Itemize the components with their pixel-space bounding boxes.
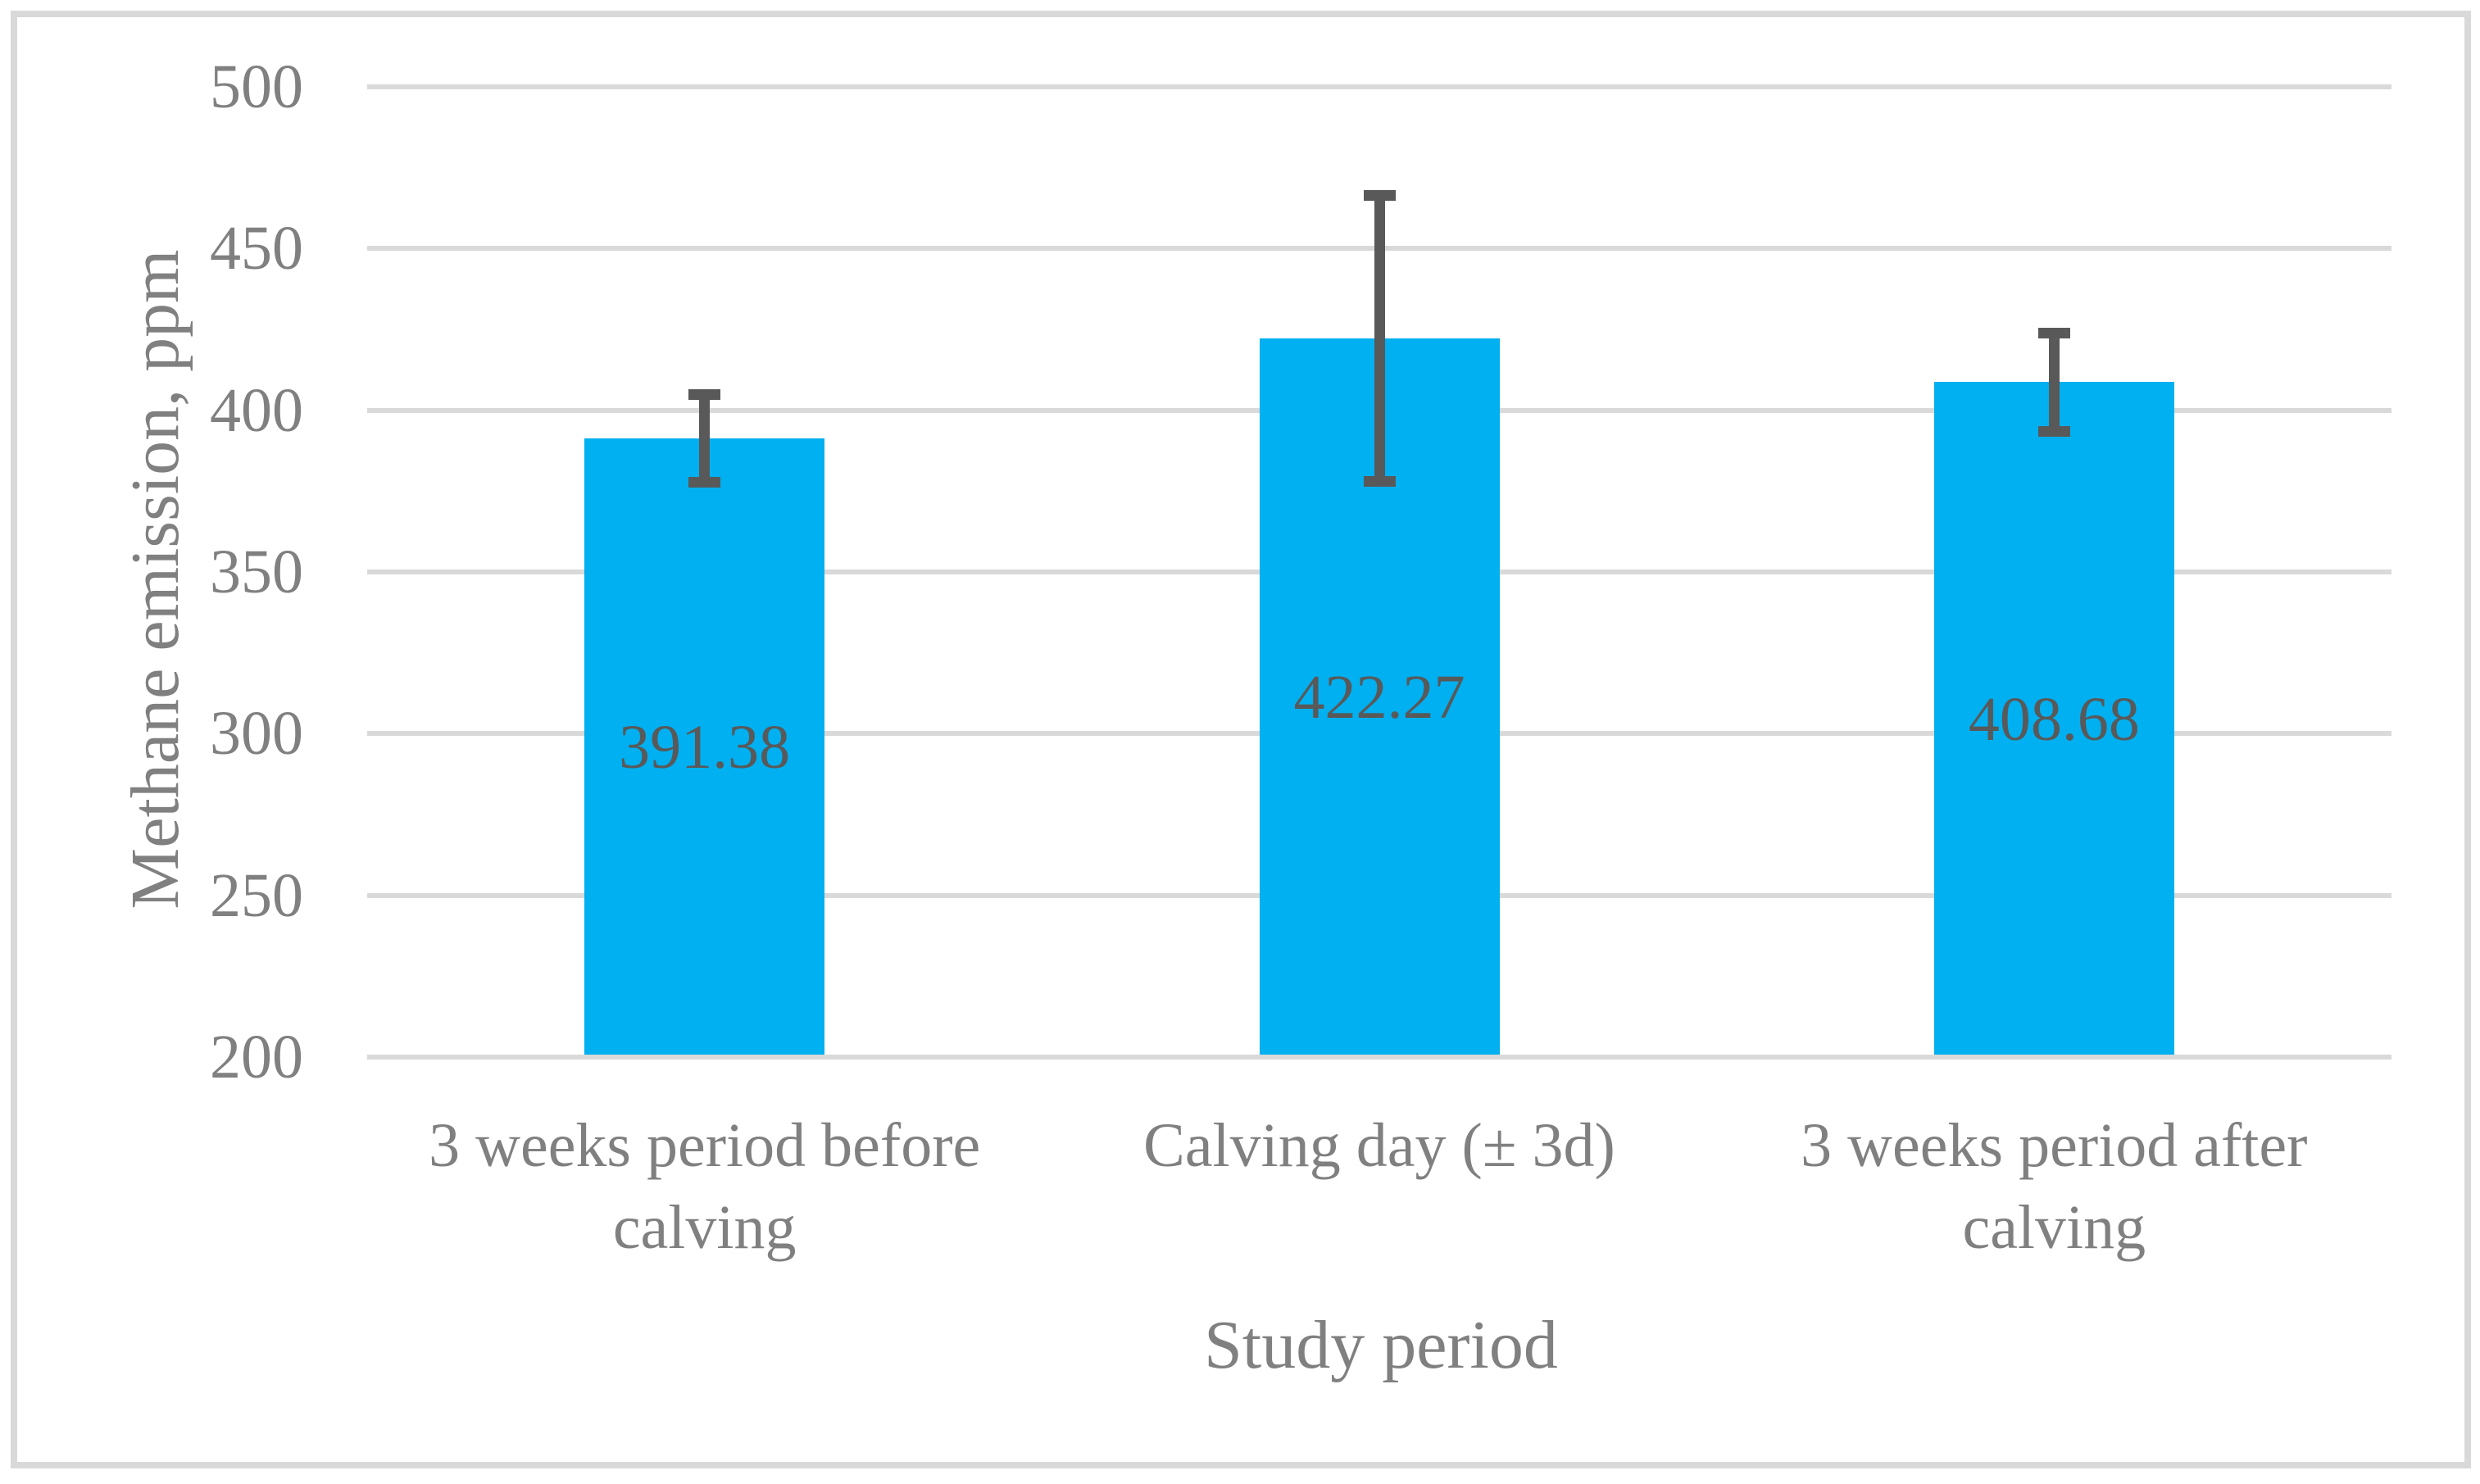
error-bar-line-0 [699, 394, 711, 483]
x-category-label-1: Calving day (± 3d) [1143, 1111, 1615, 1180]
error-bar-line-2 [2048, 333, 2060, 432]
error-bar-cap-top-2 [2037, 327, 2070, 338]
x-category-label-2: 3 weeks period after calving [1801, 1111, 2308, 1262]
y-tick-label-500: 500 [210, 52, 303, 121]
bar-2 [1933, 382, 2174, 1055]
error-bar-cap-bottom-1 [1363, 475, 1396, 487]
y-tick-label-450: 450 [210, 214, 303, 284]
error-bar-cap-bottom-0 [688, 476, 721, 488]
y-axis-title: Methane emission, ppm [117, 249, 193, 910]
y-tick-label-350: 350 [210, 538, 303, 606]
data-label-2: 408.68 [1968, 685, 2140, 755]
error-bar-cap-bottom-2 [2037, 426, 2070, 438]
y-tick-label-250: 250 [210, 860, 303, 930]
data-label-1: 422.27 [1293, 663, 1465, 733]
x-axis-title: Study period [1204, 1307, 1558, 1383]
y-tick-label-400: 400 [210, 375, 303, 445]
error-bar-line-1 [1374, 195, 1385, 482]
bar-0 [584, 438, 825, 1055]
error-bar-cap-top-0 [688, 388, 721, 400]
chart-border [11, 11, 2471, 1468]
y-tick-label-300: 300 [210, 699, 303, 769]
error-bar-cap-top-1 [1363, 189, 1396, 201]
x-category-label-0: 3 weeks period before calving [429, 1111, 981, 1262]
gridline-200 [367, 1055, 2391, 1060]
gridline-500 [367, 84, 2391, 89]
data-label-0: 391.38 [619, 713, 791, 783]
y-tick-label-200: 200 [210, 1023, 303, 1091]
